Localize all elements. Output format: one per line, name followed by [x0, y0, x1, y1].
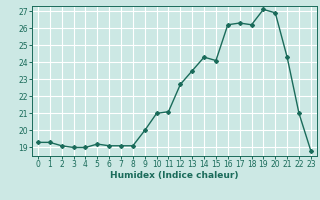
X-axis label: Humidex (Indice chaleur): Humidex (Indice chaleur) — [110, 171, 239, 180]
